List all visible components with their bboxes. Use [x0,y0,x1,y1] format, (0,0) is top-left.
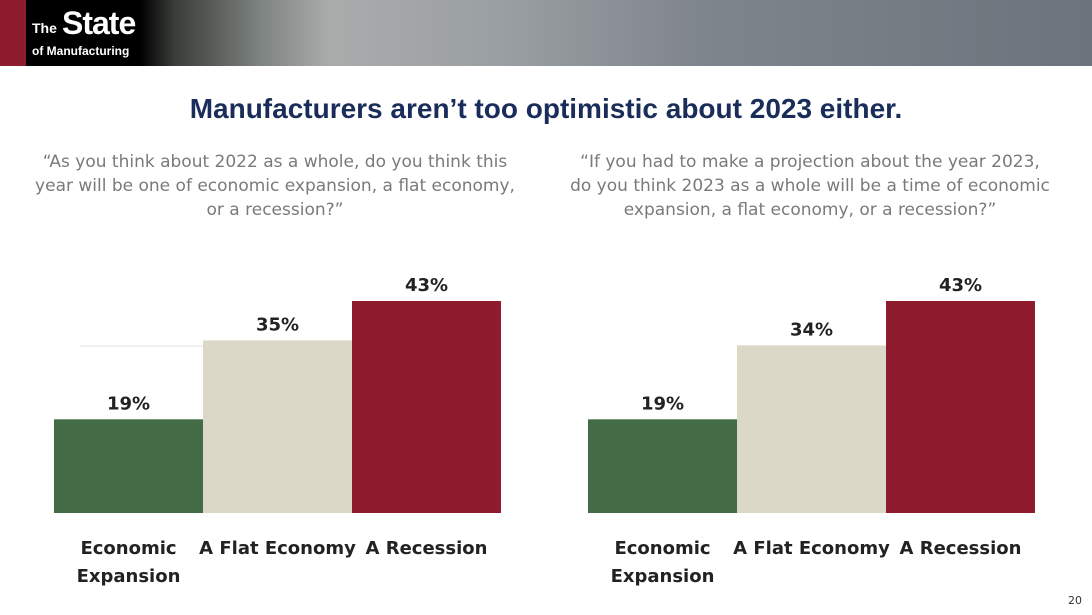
question-left: “As you think about 2022 as a whole, do … [35,152,515,220]
category-label: Expansion [611,566,715,587]
bar [737,345,886,513]
category-label: Economic [614,538,710,559]
bar [886,301,1035,513]
bar [203,340,352,513]
logo: The State of Manufacturing [32,4,142,62]
data-label: 43% [405,275,448,296]
logo-state: State [62,5,136,41]
category-label: A Recession [366,538,488,559]
data-label: 35% [256,314,299,335]
data-label: 43% [939,275,982,296]
header-banner: The State of Manufacturing [0,0,1092,66]
logo-the: The [32,20,57,36]
question-right: “If you had to make a projection about t… [570,152,1050,220]
data-label: 34% [790,319,833,340]
category-label: A Flat Economy [733,538,890,559]
page-number: 20 [1068,594,1082,607]
red-strip [0,0,26,66]
logo-mfg: of Manufacturing [32,44,130,58]
bar [54,419,203,513]
page-title: Manufacturers aren’t too optimistic abou… [189,93,903,124]
bar [352,301,501,513]
category-label: A Recession [900,538,1022,559]
category-label: Economic [80,538,176,559]
category-label: A Flat Economy [199,538,356,559]
category-label: Expansion [77,566,181,587]
bar [588,419,737,513]
data-label: 19% [641,393,684,414]
data-label: 19% [107,393,150,414]
